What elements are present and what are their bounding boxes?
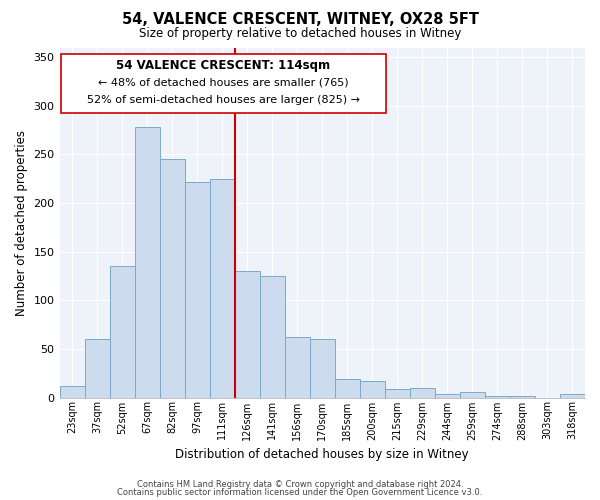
Bar <box>235 271 260 398</box>
Text: Contains public sector information licensed under the Open Government Licence v3: Contains public sector information licen… <box>118 488 482 497</box>
Bar <box>335 379 360 398</box>
Text: 52% of semi-detached houses are larger (825) →: 52% of semi-detached houses are larger (… <box>87 95 360 105</box>
Bar <box>385 389 410 398</box>
Bar <box>410 388 435 398</box>
Text: ← 48% of detached houses are smaller (765): ← 48% of detached houses are smaller (76… <box>98 78 349 88</box>
FancyBboxPatch shape <box>61 54 386 112</box>
Bar <box>485 396 510 398</box>
Text: Contains HM Land Registry data © Crown copyright and database right 2024.: Contains HM Land Registry data © Crown c… <box>137 480 463 489</box>
Text: 54 VALENCE CRESCENT: 114sqm: 54 VALENCE CRESCENT: 114sqm <box>116 60 331 72</box>
Bar <box>285 337 310 398</box>
Text: 54, VALENCE CRESCENT, WITNEY, OX28 5FT: 54, VALENCE CRESCENT, WITNEY, OX28 5FT <box>121 12 479 28</box>
Bar <box>460 392 485 398</box>
Bar <box>59 386 85 398</box>
Bar <box>260 276 285 398</box>
Bar <box>185 182 209 398</box>
Bar <box>110 266 134 398</box>
Bar <box>310 339 335 398</box>
Bar <box>160 160 185 398</box>
Bar <box>435 394 460 398</box>
Bar <box>209 179 235 398</box>
Bar <box>560 394 585 398</box>
Bar <box>85 339 110 398</box>
Bar <box>360 381 385 398</box>
Bar <box>134 127 160 398</box>
X-axis label: Distribution of detached houses by size in Witney: Distribution of detached houses by size … <box>175 448 469 461</box>
Bar <box>510 396 535 398</box>
Text: Size of property relative to detached houses in Witney: Size of property relative to detached ho… <box>139 28 461 40</box>
Y-axis label: Number of detached properties: Number of detached properties <box>15 130 28 316</box>
